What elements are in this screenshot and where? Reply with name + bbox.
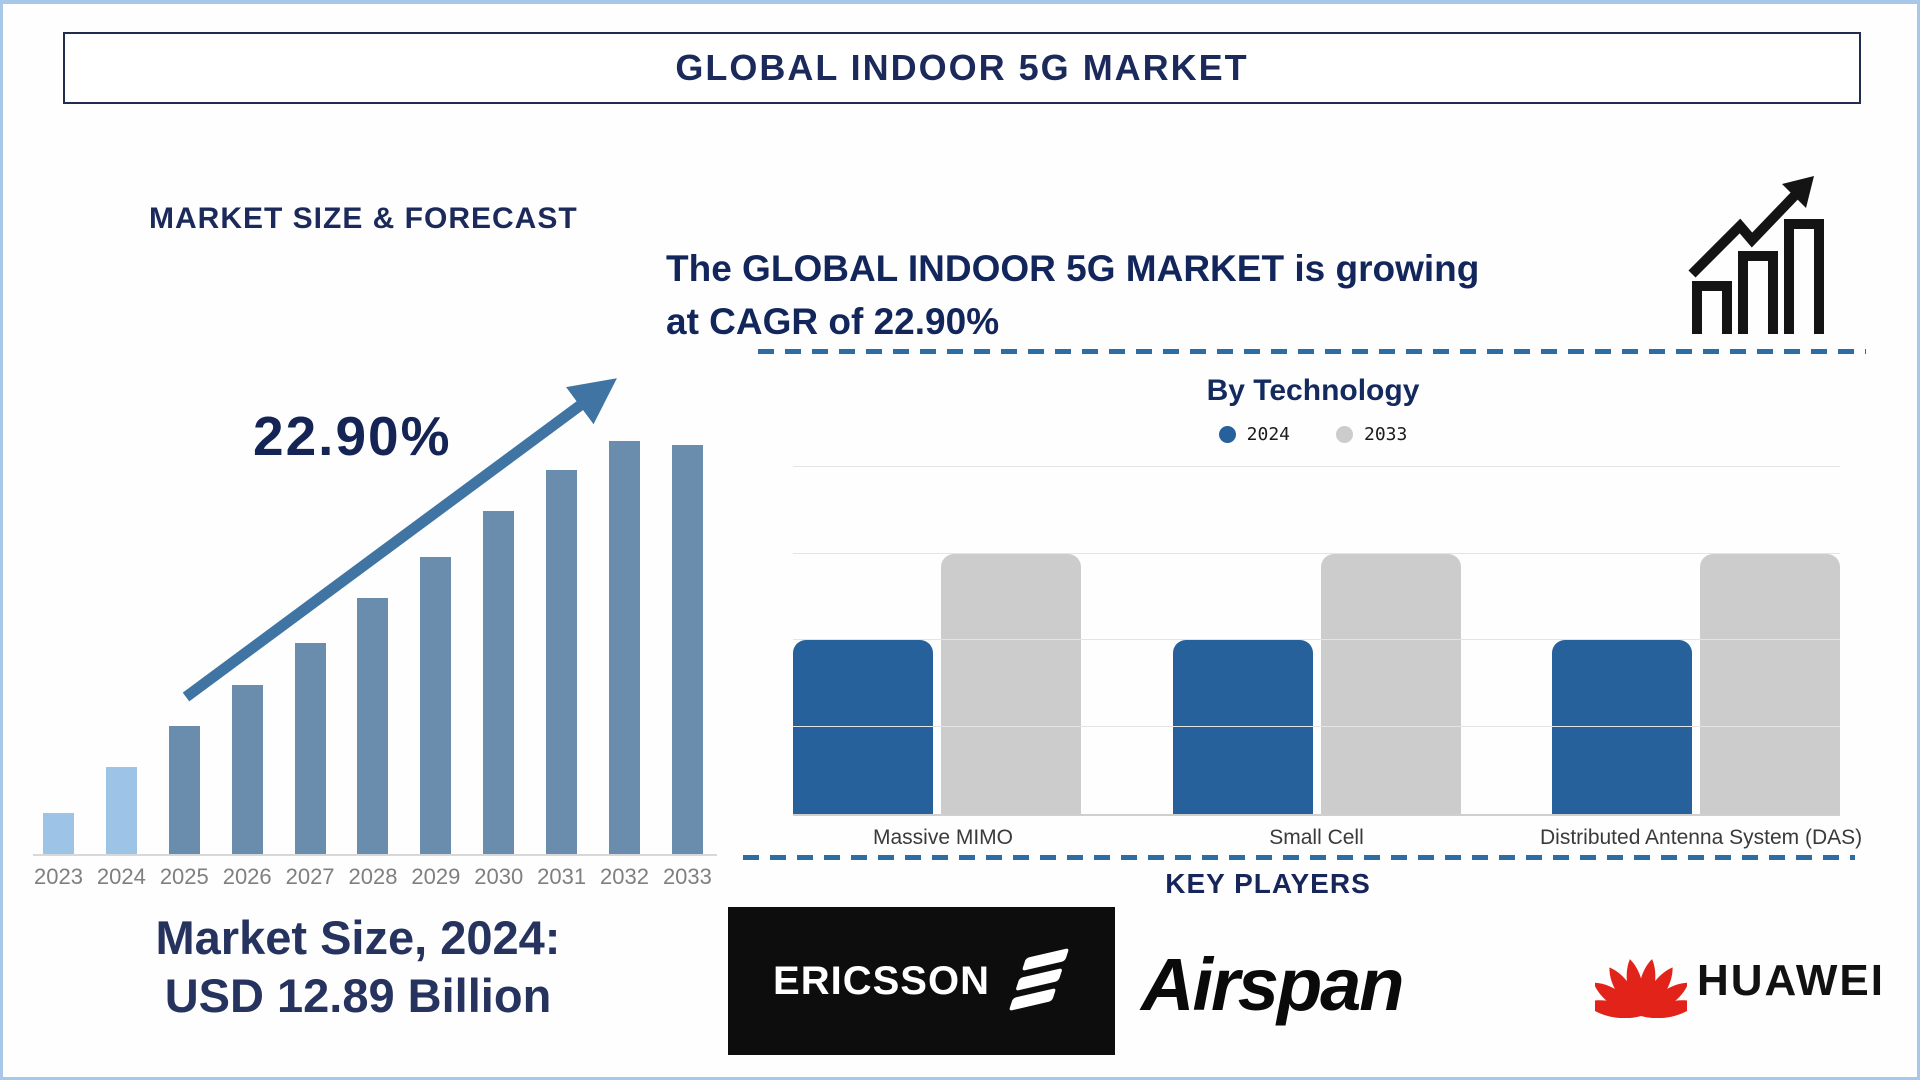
forecast-year-label: 2031 xyxy=(537,864,587,889)
growth-chart-icon xyxy=(1688,176,1824,334)
gridline xyxy=(793,466,1840,467)
huawei-wordmark: HUAWEI xyxy=(1697,956,1885,1005)
cagr-value-label: 22.90% xyxy=(253,405,452,467)
dashed-divider-bottom xyxy=(743,855,1855,860)
forecast-bar-2029 xyxy=(420,557,452,854)
caption-line-1: Market Size, 2024: xyxy=(155,911,561,964)
dashed-divider-top xyxy=(758,349,1866,354)
forecast-year-label: 2029 xyxy=(411,864,461,889)
forecast-bar-2024 xyxy=(105,767,137,854)
technology-heading: By Technology xyxy=(1206,374,1420,407)
forecast-bar-2025 xyxy=(168,726,200,854)
forecast-year-label: 2028 xyxy=(348,864,398,889)
gridline xyxy=(793,726,1840,727)
ericsson-wordmark: ERICSSON xyxy=(773,958,990,1003)
forecast-bar-2023 xyxy=(43,813,74,854)
legend-dot xyxy=(1336,426,1353,443)
bar-group-distributed-antenna-system-das xyxy=(1552,554,1840,814)
bar-2033-massive-mimo xyxy=(941,554,1081,814)
bar-2024-massive-mimo xyxy=(793,640,933,814)
category-label-small-cell: Small Cell xyxy=(1269,826,1364,849)
bar-group-small-cell xyxy=(1172,554,1461,814)
bar-2033-small-cell xyxy=(1320,554,1461,814)
airspan-wordmark: Airspan xyxy=(1141,943,1405,1026)
legend-dot xyxy=(1218,426,1236,443)
forecast-year-label: 2033 xyxy=(662,864,712,889)
forecast-baseline xyxy=(33,854,717,856)
technology-plot xyxy=(793,466,1840,816)
forecast-bar-2026 xyxy=(231,685,263,854)
forecast-bar-2028 xyxy=(357,598,389,854)
legend-label: 2024 xyxy=(1246,424,1290,445)
forecast-year-label: 2024 xyxy=(96,864,146,889)
gridline xyxy=(793,553,1840,554)
forecast-bars xyxy=(43,441,703,854)
bar-2024-small-cell xyxy=(1172,640,1313,814)
key-players-heading: KEY PLAYERS xyxy=(1165,868,1371,899)
forecast-bar-2030 xyxy=(483,511,515,854)
bar-2033-distributed-antenna-system-das xyxy=(1700,554,1840,814)
market-size-caption: Market Size, 2024: USD 12.89 Billion xyxy=(68,909,648,1025)
forecast-year-label: 2027 xyxy=(285,864,335,889)
forecast-axis: 2023 2024 2025 2026 2027 2028 2029 2030 2031 2032… xyxy=(34,864,712,890)
forecast-year-label: 2023 xyxy=(34,864,83,889)
bar-group-massive-mimo xyxy=(793,554,1081,814)
caption-line-2: USD 12.89 Billion xyxy=(164,969,552,1022)
airspan-logo: Airspan xyxy=(1141,942,1405,1027)
forecast-bar-2031 xyxy=(546,470,578,854)
legend-item-2024: 2024 xyxy=(1218,424,1290,445)
growth-statement: The GLOBAL INDOOR 5G MARKET is growing a… xyxy=(666,242,1666,348)
huawei-flower-icon xyxy=(1595,959,1687,1018)
forecast-heading: MARKET SIZE & FORECAST xyxy=(149,202,578,235)
growth-statement-line-1: The GLOBAL INDOOR 5G MARKET is growing xyxy=(666,248,1480,289)
forecast-bar-2027 xyxy=(294,643,326,854)
forecast-year-label: 2026 xyxy=(222,864,272,889)
ericsson-bars-icon xyxy=(1009,948,1069,1011)
forecast-year-label: 2032 xyxy=(600,864,649,889)
legend-item-2033: 2033 xyxy=(1336,424,1407,445)
growth-statement-line-2: at CAGR of 22.90% xyxy=(666,301,1000,342)
category-label-distributed-antenna-system-das: Distributed Antenna System (DAS) xyxy=(1540,826,1863,849)
ericsson-logo: ERICSSON xyxy=(728,907,1115,1055)
technology-legend: 2024 2033 xyxy=(1063,424,1563,445)
title-box: GLOBAL INDOOR 5G MARKET xyxy=(63,32,1861,104)
category-label-massive-mimo: Massive MIMO xyxy=(872,826,1013,849)
trend-arrow-icon xyxy=(182,378,617,702)
forecast-year-label: 2030 xyxy=(474,864,524,889)
bar-2024-distributed-antenna-system-das xyxy=(1552,640,1692,814)
forecast-bar-2033 xyxy=(671,445,703,854)
page-title: GLOBAL INDOOR 5G MARKET xyxy=(675,47,1249,88)
gridline xyxy=(793,639,1840,640)
forecast-year-label: 2025 xyxy=(159,864,209,889)
legend-label: 2033 xyxy=(1364,424,1408,445)
forecast-bar-2032 xyxy=(609,441,641,854)
technology-labels: Massive MIMO Small Cell Distributed Antenn… xyxy=(793,826,1863,850)
